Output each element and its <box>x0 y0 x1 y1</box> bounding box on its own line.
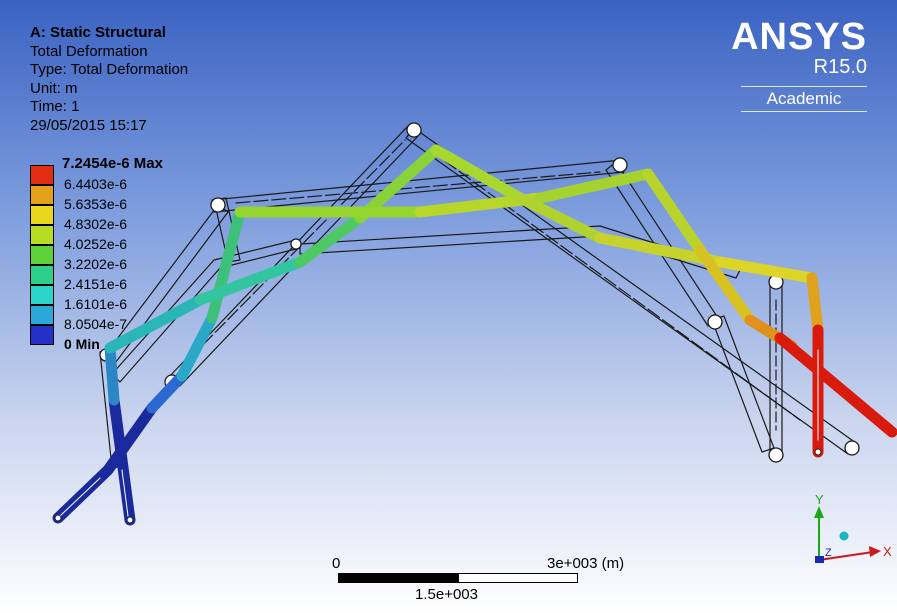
legend-level-label: 4.0252e-6 <box>64 236 128 252</box>
y-axis-label: Y <box>815 492 824 507</box>
legend-level-label: 1.6101e-6 <box>64 296 128 312</box>
link-slots <box>59 349 819 517</box>
result-name: Total Deformation <box>30 42 148 60</box>
legend-min-label: 0 Min <box>64 336 100 352</box>
legend-swatch <box>30 245 54 265</box>
isometric-view-ball <box>839 531 849 541</box>
scale-bar-black <box>338 573 458 583</box>
legend-level-label: 3.2202e-6 <box>64 256 128 272</box>
logo-version: R15.0 <box>813 56 867 78</box>
legend-swatch <box>30 205 54 225</box>
legend-swatch <box>30 325 54 345</box>
ansys-logo: ANSYS R15.0 Academic <box>727 18 867 112</box>
result-time: Time: 1 <box>30 98 80 115</box>
x-axis-label: X <box>883 544 892 559</box>
legend-max-label: 7.2454e-6 Max <box>62 155 163 172</box>
x-axis-arrow <box>869 546 881 557</box>
legend-swatch <box>30 225 54 245</box>
result-date: 29/05/2015 15:17 <box>30 116 147 134</box>
scale-end: 3e+003 (m) <box>547 555 625 572</box>
deformed-links <box>52 144 897 526</box>
deformed-joints <box>54 448 822 524</box>
z-axis-marker <box>815 556 824 563</box>
legend-swatch <box>30 265 54 285</box>
x-axis-line <box>818 551 874 561</box>
coordinate-triad[interactable]: Y X Z <box>795 490 895 580</box>
scale-start: 0 <box>332 555 341 572</box>
legend-swatch <box>30 185 54 205</box>
logo-edition: Academic <box>741 86 867 112</box>
legend-level-label: 4.8302e-6 <box>64 216 128 232</box>
scale-bar-white <box>458 573 578 583</box>
y-axis-arrow <box>814 506 824 518</box>
z-axis-label: Z <box>825 547 832 559</box>
legend-swatch <box>30 165 54 185</box>
legend-level-label: 8.0504e-7 <box>64 316 128 332</box>
result-type: Type: Total Deformation <box>30 61 189 78</box>
legend-level-label: 2.4151e-6 <box>64 276 128 292</box>
legend-swatch <box>30 305 54 325</box>
logo-brand: ANSYS <box>731 16 867 58</box>
legend-level-label: 5.6353e-6 <box>64 196 128 212</box>
result-unit: Unit: m <box>30 79 78 97</box>
legend-level-label: 6.4403e-6 <box>64 176 128 192</box>
analysis-title: A: Static Structural <box>30 24 166 41</box>
legend-swatch <box>30 285 54 305</box>
result-info-panel: A: Static Structural Total Deformation T… <box>30 24 188 135</box>
scale-mid: 1.5e+003 <box>415 586 478 603</box>
